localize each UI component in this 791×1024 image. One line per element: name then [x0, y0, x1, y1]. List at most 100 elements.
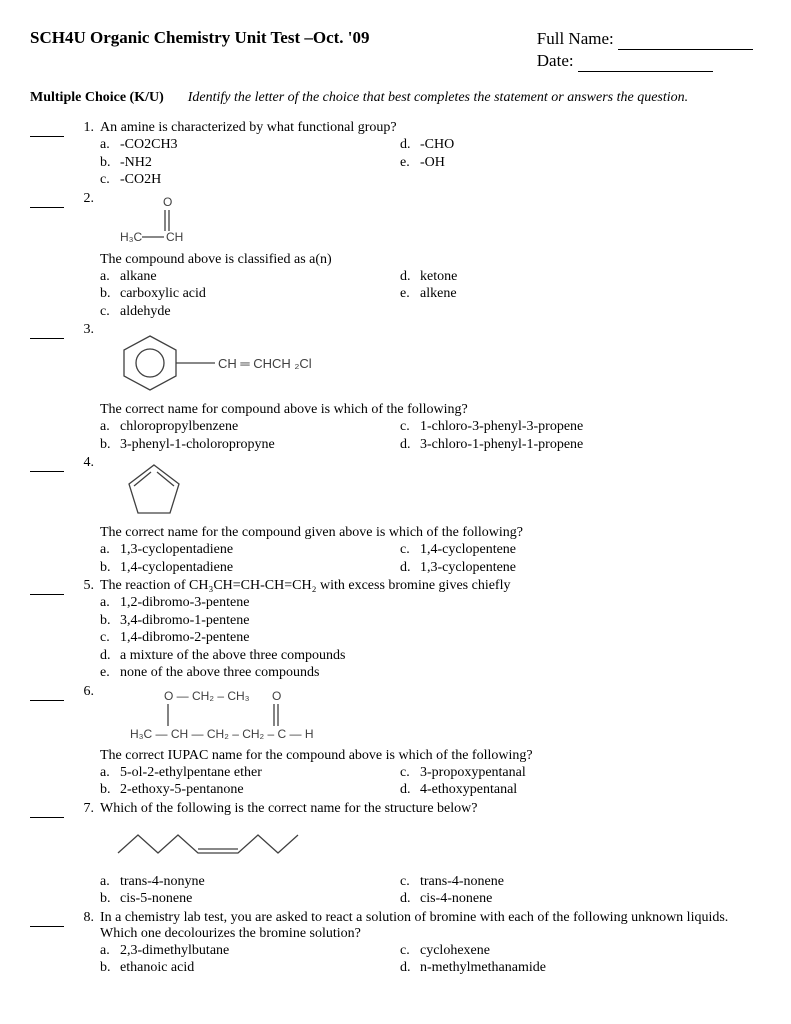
option-letter: a.: [100, 136, 120, 154]
option: b. -NH2: [100, 154, 400, 172]
option-letter: a.: [100, 268, 120, 286]
option-text: 1,4-dibromo-2-pentene: [120, 629, 249, 647]
option-letter: d.: [100, 647, 120, 665]
option-text: ketone: [420, 268, 457, 286]
svg-text:CH ═ CHCH ₂Cl: CH ═ CHCH ₂Cl: [218, 356, 312, 371]
option-text: 3-phenyl-1-choloropropyne: [120, 436, 275, 454]
option-text: carboxylic acid: [120, 285, 206, 303]
option-text: a mixture of the above three compounds: [120, 647, 345, 665]
options: a. chloropropylbenzene b. 3-phenyl-1-cho…: [100, 418, 753, 453]
answer-blank[interactable]: [30, 324, 64, 339]
option-letter: c.: [400, 418, 420, 436]
option-text: n-methylmethanamide: [420, 959, 546, 977]
option-text: none of the above three compounds: [120, 664, 319, 682]
svg-text:H₃C — CH — CH₂ – CH₂ – C — H: H₃C — CH — CH₂ – CH₂ – C — H: [130, 727, 314, 741]
option-text: 3-chloro-1-phenyl-1-propene: [420, 436, 583, 454]
option-letter: d.: [400, 268, 420, 286]
option-letter: b.: [100, 959, 120, 977]
option-text: 1,3-cyclopentadiene: [120, 541, 233, 559]
option: b. 3-phenyl-1-choloropropyne: [100, 436, 400, 454]
option-letter: b.: [100, 559, 120, 577]
answer-blank[interactable]: [30, 686, 64, 701]
option-text: -NH2: [120, 154, 152, 172]
option: c. aldehyde: [100, 303, 400, 321]
option-text: -CO2CH3: [120, 136, 178, 154]
option-letter: b.: [100, 285, 120, 303]
section-label: Multiple Choice (K/U): [30, 90, 164, 106]
option: d. 1,3-cyclopentene: [400, 559, 660, 577]
question-number: 7.: [72, 801, 100, 908]
option-text: chloropropylbenzene: [120, 418, 238, 436]
option: b. carboxylic acid: [100, 285, 400, 303]
option-text: alkene: [420, 285, 457, 303]
svg-text:CH: CH: [166, 230, 183, 244]
option-letter: c.: [400, 942, 420, 960]
question-number: 2.: [72, 191, 100, 321]
option: a. 1,3-cyclopentadiene: [100, 541, 400, 559]
option-letter: d.: [400, 436, 420, 454]
question: 3. CH ═ CHCH ₂Cl The correct name for co…: [30, 322, 753, 453]
option-text: 2,3-dimethylbutane: [120, 942, 229, 960]
option: b. ethanoic acid: [100, 959, 400, 977]
option: c. cyclohexene: [400, 942, 660, 960]
option-letter: d.: [400, 890, 420, 908]
option-letter: b.: [100, 612, 120, 630]
option-letter: b.: [100, 436, 120, 454]
question-number: 8.: [72, 910, 100, 977]
answer-blank[interactable]: [30, 193, 64, 208]
question-stem: The correct name for compound above is w…: [100, 402, 753, 418]
question: 1. An amine is characterized by what fun…: [30, 120, 753, 189]
option: c. 3-propoxypentanal: [400, 764, 660, 782]
option-text: ethanoic acid: [120, 959, 194, 977]
option-text: 4-ethoxypentanal: [420, 781, 517, 799]
option: e. -OH: [400, 154, 660, 172]
option-letter: a.: [100, 541, 120, 559]
svg-text:O: O: [163, 195, 172, 209]
options: a. 5-ol-2-ethylpentane ether b. 2-ethoxy…: [100, 764, 753, 799]
option-letter: a.: [100, 418, 120, 436]
date-blank[interactable]: [578, 71, 713, 72]
option-letter: c.: [400, 764, 420, 782]
question: 6. O — CH₂ – CH₃ O H₃C — CH — CH₂ – CH₂ …: [30, 684, 753, 799]
answer-blank[interactable]: [30, 803, 64, 818]
option-text: 1,2-dibromo-3-pentene: [120, 594, 249, 612]
option-letter: a.: [100, 942, 120, 960]
options: a. alkane b. carboxylic acid c. aldehyde…: [100, 268, 753, 321]
option: b. 1,4-cyclopentadiene: [100, 559, 400, 577]
option-letter: b.: [100, 890, 120, 908]
option-text: cis-4-nonene: [420, 890, 492, 908]
option: e. alkene: [400, 285, 660, 303]
option-letter: c.: [100, 303, 120, 321]
option: c. trans-4-nonene: [400, 873, 660, 891]
question-stem: An amine is characterized by what functi…: [100, 120, 753, 136]
answer-blank[interactable]: [30, 580, 64, 595]
question-number: 4.: [72, 455, 100, 576]
answer-blank[interactable]: [30, 912, 64, 927]
page-title: SCH4U Organic Chemistry Unit Test –Oct. …: [30, 28, 370, 48]
option-text: alkane: [120, 268, 157, 286]
option: c. -CO2H: [100, 171, 400, 189]
question-stem: The correct name for the compound given …: [100, 525, 753, 541]
question: 8. In a chemistry lab test, you are aske…: [30, 910, 753, 977]
options: a. 1,2-dibromo-3-pentene b. 3,4-dibromo-…: [100, 594, 753, 682]
option-letter: a.: [100, 873, 120, 891]
option: a. alkane: [100, 268, 400, 286]
option: b. 3,4-dibromo-1-pentene: [100, 612, 400, 630]
option-letter: b.: [100, 781, 120, 799]
option-text: trans-4-nonyne: [120, 873, 205, 891]
question: 5. The reaction of CH₃CH=CH-CH=CH₂ with …: [30, 578, 753, 682]
options: a. 1,3-cyclopentadiene b. 1,4-cyclopenta…: [100, 541, 753, 576]
option-text: -CO2H: [120, 171, 161, 189]
question: 4. The correct name for the compound giv…: [30, 455, 753, 576]
option-letter: a.: [100, 594, 120, 612]
section-instruction: Identify the letter of the choice that b…: [188, 90, 688, 106]
option-text: 1,4-cyclopentene: [420, 541, 516, 559]
options: a. 2,3-dimethylbutane b. ethanoic acid c…: [100, 942, 753, 977]
header-name-date: Full Name: Date:: [537, 28, 753, 72]
answer-blank[interactable]: [30, 457, 64, 472]
option-text: 1,4-cyclopentadiene: [120, 559, 233, 577]
option: d. 3-chloro-1-phenyl-1-propene: [400, 436, 660, 454]
options: a. trans-4-nonyne b. cis-5-nonene c. tra…: [100, 873, 753, 908]
question-stem: The correct IUPAC name for the compound …: [100, 748, 753, 764]
answer-blank[interactable]: [30, 122, 64, 137]
